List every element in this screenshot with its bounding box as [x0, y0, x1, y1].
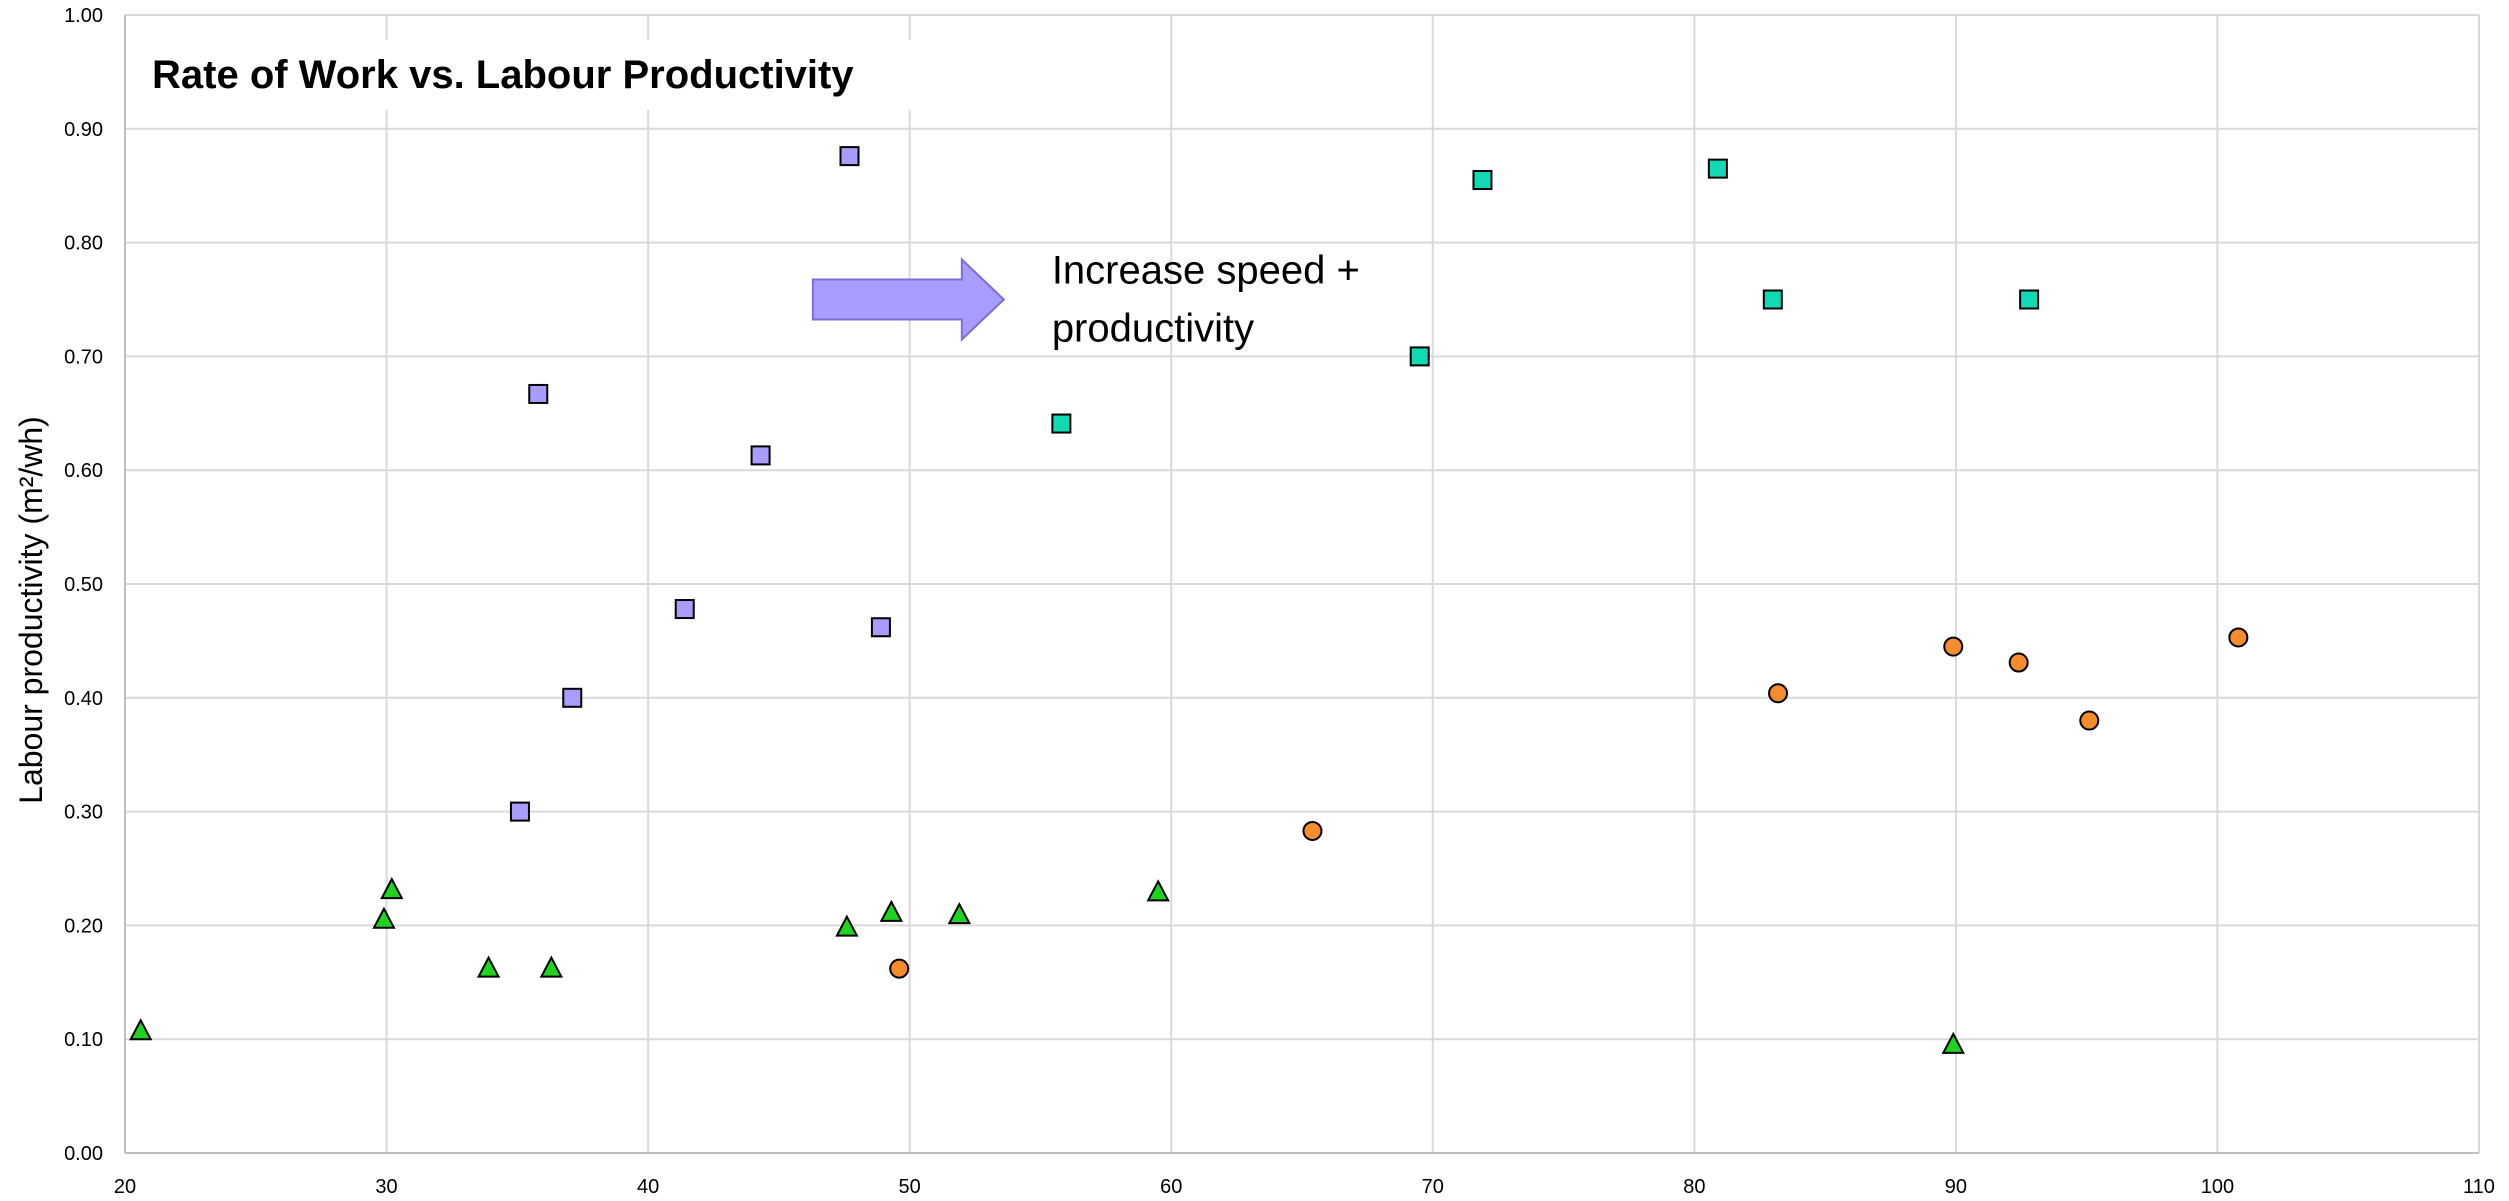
- circle-marker: [1768, 683, 1789, 704]
- y-tick-label: 1.00: [64, 5, 103, 27]
- square-marker: [1409, 346, 1430, 367]
- y-tick-label: 0.10: [64, 1029, 103, 1051]
- x-tick-label: 30: [375, 1176, 397, 1198]
- circle-marker: [1302, 820, 1323, 841]
- y-tick-label: 0.60: [64, 460, 103, 482]
- circle-marker: [1943, 636, 1964, 657]
- y-axis-title: Labour productivity (m²/wh): [13, 416, 49, 804]
- y-tick-label: 0.90: [64, 119, 103, 141]
- circle-marker: [2079, 710, 2100, 731]
- square-marker: [562, 687, 583, 708]
- x-tick-label: 70: [1422, 1176, 1444, 1198]
- right-arrow-icon: [811, 257, 1006, 342]
- x-tick-label: 60: [1160, 1176, 1182, 1198]
- y-tick-label: 0.70: [64, 346, 103, 368]
- triangle-marker: [879, 899, 904, 922]
- triangle-marker: [129, 1018, 153, 1041]
- title-layer: Rate of Work vs. Labour Productivity Lab…: [13, 40, 940, 804]
- chart-title: Rate of Work vs. Labour Productivity: [152, 53, 854, 97]
- square-marker: [870, 617, 891, 638]
- square-marker: [1472, 170, 1493, 191]
- triangle-marker: [476, 955, 501, 978]
- square-marker: [509, 801, 530, 822]
- square-marker: [839, 146, 860, 167]
- x-tick-label: 50: [899, 1176, 921, 1198]
- y-tick-label: 0.30: [64, 802, 103, 824]
- y-tick-label: 0.80: [64, 233, 103, 255]
- title-background: [140, 40, 940, 110]
- square-marker: [1707, 158, 1728, 179]
- annotation-text: Increase speed +: [1052, 249, 1360, 293]
- triangle-marker: [947, 902, 972, 925]
- x-tick-label: 20: [114, 1176, 136, 1198]
- square-marker: [1051, 413, 1072, 434]
- grid-layer: [125, 14, 2480, 1153]
- triangle-marker: [380, 876, 404, 900]
- square-marker: [674, 599, 695, 620]
- x-tick-label: 110: [2463, 1176, 2495, 1198]
- x-tick-label: 80: [1683, 1176, 1705, 1198]
- tick-labels: 0.00 0.10 0.20 0.30 0.40 0.50 0.60 0.70 0.80 0.90…: [64, 5, 2495, 1198]
- x-tick-label: 100: [2201, 1176, 2234, 1198]
- y-tick-label: 0.00: [64, 1143, 103, 1165]
- circle-marker: [2228, 627, 2249, 648]
- square-marker: [528, 383, 549, 404]
- x-tick-label: 90: [1945, 1176, 1967, 1198]
- circle-marker: [2008, 652, 2029, 673]
- square-marker: [1762, 289, 1783, 310]
- y-tick-label: 0.50: [64, 574, 103, 596]
- triangle-marker: [372, 906, 396, 929]
- triangle-marker: [539, 955, 563, 978]
- y-tick-label: 0.20: [64, 915, 103, 937]
- triangle-marker: [835, 914, 859, 937]
- square-marker: [750, 445, 771, 466]
- annotation-layer: Increase speed + productivity: [811, 249, 1360, 351]
- annotation-text: productivity: [1052, 307, 1254, 351]
- x-tick-label: 40: [637, 1176, 659, 1198]
- y-tick-label: 0.40: [64, 688, 103, 710]
- triangle-marker: [1146, 879, 1170, 902]
- points-layer: [129, 146, 2249, 1054]
- axis-layer: [124, 15, 2479, 1154]
- circle-marker: [889, 958, 910, 979]
- triangle-marker: [1941, 1031, 1965, 1054]
- square-marker: [2019, 289, 2040, 310]
